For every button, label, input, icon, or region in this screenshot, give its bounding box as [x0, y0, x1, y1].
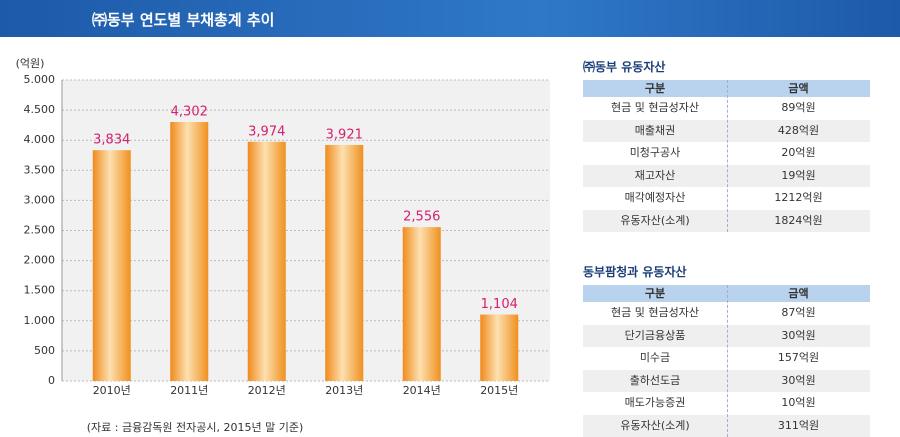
- x-tick-label: 2011년: [170, 384, 208, 397]
- y-tick-label: 2.000: [24, 254, 56, 267]
- table-cell: 19억원: [781, 168, 816, 182]
- table-cell: 유동자산(소계): [620, 418, 690, 432]
- table-cell: 30억원: [781, 328, 816, 342]
- table-cell: 10억원: [781, 396, 816, 409]
- y-tick-label: 2.500: [24, 224, 56, 237]
- table-cell: 출하선도금: [629, 373, 681, 387]
- table-cell: 매출채권: [634, 123, 676, 137]
- bar: [92, 150, 131, 381]
- y-tick-label: 1.000: [24, 314, 56, 327]
- column-divider: [727, 285, 728, 437]
- table-cell: 87억원: [781, 306, 816, 319]
- table-cell: 311억원: [777, 418, 820, 432]
- y-tick-label: 4.000: [24, 133, 56, 146]
- column-header: 구분: [583, 80, 727, 97]
- header-bar: ㈜동부 연도별 부채총계 추이: [0, 0, 900, 37]
- table-cell: 단기금융상품: [624, 328, 686, 342]
- column-divider: [727, 80, 728, 232]
- column-header: 금액: [727, 285, 870, 302]
- x-tick-label: 2015년: [480, 384, 518, 397]
- source-note: (자료 : 금융감독원 전자공시, 2015년 말 기준): [87, 421, 304, 434]
- row-bg: [583, 302, 870, 324]
- value-label: 4,302: [171, 105, 208, 120]
- row-bg: [583, 97, 870, 119]
- column-header: 구분: [583, 285, 727, 302]
- y-tick-label: 5.000: [24, 73, 56, 86]
- row-bg: [583, 164, 870, 187]
- row-bg: [583, 324, 870, 347]
- y-tick-label: 0: [48, 374, 55, 387]
- table-cell: 157억원: [777, 351, 820, 364]
- y-tick-label: 500: [34, 344, 55, 357]
- row-bg: [583, 209, 870, 232]
- table-cell: 현금 및 현금성자산: [611, 101, 699, 114]
- value-label: 3,921: [326, 127, 363, 142]
- table-cell: 미수금: [639, 351, 671, 364]
- bar: [247, 141, 286, 381]
- table-cell: 1824억원: [774, 213, 823, 227]
- table-cell: 20억원: [781, 146, 816, 159]
- y-tick-label: 3.000: [24, 193, 56, 206]
- row-bg: [583, 414, 870, 437]
- y-unit: (억원): [16, 57, 45, 70]
- table-cell: 미청구공사: [629, 146, 681, 159]
- x-tick-label: 2013년: [325, 384, 363, 397]
- bar: [480, 314, 519, 381]
- table-cell: 매도가능증권: [624, 396, 686, 409]
- bar: [325, 144, 364, 381]
- table-cell: 89억원: [781, 101, 816, 114]
- y-tick-label: 4.500: [24, 103, 56, 116]
- row-bg: [583, 369, 870, 392]
- value-label: 2,556: [403, 210, 440, 225]
- bar: [170, 122, 209, 382]
- x-tick-label: 2014년: [403, 384, 441, 397]
- bar: [402, 227, 441, 381]
- x-tick-label: 2012년: [248, 384, 286, 397]
- row-bg: [583, 187, 870, 209]
- row-bg: [583, 392, 870, 414]
- table-cell: 유동자산(소계): [620, 213, 690, 227]
- table-title: ㈜동부 유동자산: [583, 60, 666, 74]
- table-title: 동부팜청과 유동자산: [583, 265, 687, 279]
- table-cell: 재고자산: [634, 168, 676, 182]
- value-label: 3,974: [248, 124, 285, 139]
- y-tick-label: 3.500: [24, 163, 56, 176]
- table-cell: 30억원: [781, 373, 816, 387]
- column-header: 금액: [727, 80, 870, 97]
- table-cell: 현금 및 현금성자산: [611, 306, 699, 319]
- value-label: 3,834: [93, 133, 130, 148]
- row-bg: [583, 119, 870, 142]
- row-bg: [583, 142, 870, 164]
- x-tick-label: 2010년: [93, 384, 131, 397]
- table-cell: 1212억원: [774, 191, 823, 204]
- chart: (억원) (자료 : 금융감독원 전자공시, 2015년 말 기준) 0 500 1…: [16, 57, 550, 434]
- y-tick-label: 1.500: [24, 284, 56, 297]
- table-cell: 428억원: [777, 123, 820, 137]
- header-title: ㈜동부 연도별 부채총계 추이: [92, 11, 275, 29]
- table-cell: 매각예정자산: [624, 191, 686, 204]
- row-bg: [583, 347, 870, 369]
- value-label: 1,104: [481, 297, 518, 312]
